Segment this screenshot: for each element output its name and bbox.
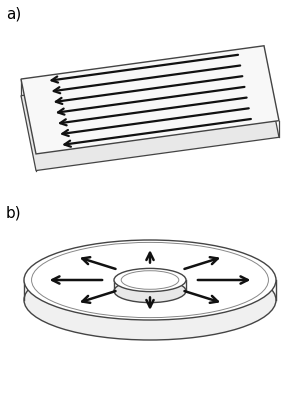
Text: a): a): [6, 6, 21, 21]
Text: b): b): [6, 206, 22, 221]
Ellipse shape: [24, 240, 276, 320]
Ellipse shape: [114, 268, 186, 292]
Polygon shape: [21, 46, 279, 154]
Ellipse shape: [24, 260, 276, 340]
Ellipse shape: [114, 279, 186, 303]
Polygon shape: [21, 62, 279, 170]
